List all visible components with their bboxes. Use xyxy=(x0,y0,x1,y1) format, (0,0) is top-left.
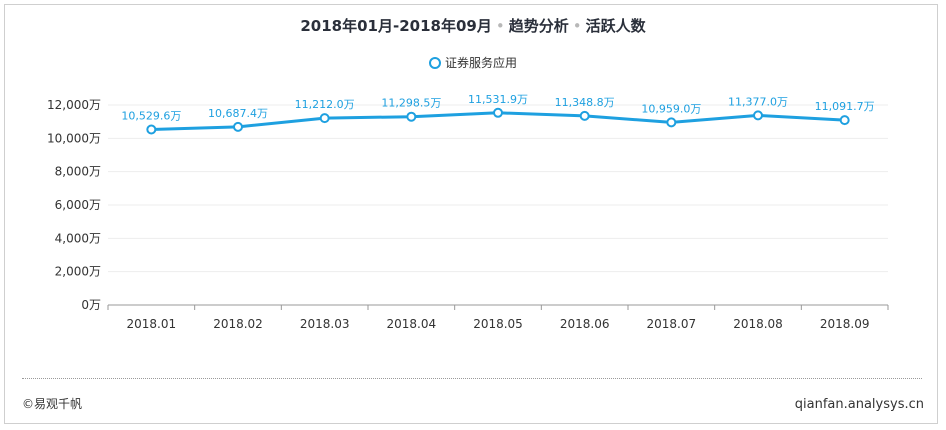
x-tick-label: 2018.07 xyxy=(647,317,697,331)
y-tick-label: 10,000万 xyxy=(47,131,101,145)
legend[interactable]: 证券服务应用 xyxy=(0,54,946,71)
title-separator-2: • xyxy=(572,17,582,35)
data-point xyxy=(666,117,677,128)
footer-separator xyxy=(22,378,922,379)
data-point xyxy=(839,115,850,126)
data-label: 10,687.4万 xyxy=(208,107,268,120)
y-tick-label: 2,000万 xyxy=(55,265,101,279)
y-tick-label: 0万 xyxy=(81,298,101,312)
x-tick-label: 2018.02 xyxy=(213,317,263,331)
title-metric: 活跃人数 xyxy=(585,17,646,35)
data-point xyxy=(319,113,330,124)
y-tick-label: 12,000万 xyxy=(47,98,101,112)
data-point xyxy=(146,124,157,135)
x-tick-label: 2018.08 xyxy=(733,317,783,331)
data-label: 11,212.0万 xyxy=(295,98,355,111)
x-tick-label: 2018.01 xyxy=(127,317,177,331)
y-tick-label: 4,000万 xyxy=(55,231,101,245)
x-tick-label: 2018.06 xyxy=(560,317,610,331)
y-tick-label: 6,000万 xyxy=(55,198,101,212)
x-tick-label: 2018.09 xyxy=(820,317,870,331)
x-tick-label: 2018.05 xyxy=(473,317,523,331)
legend-label: 证券服务应用 xyxy=(444,56,517,70)
data-label: 11,531.9万 xyxy=(468,93,528,106)
x-tick-label: 2018.04 xyxy=(387,317,437,331)
data-point xyxy=(493,107,503,118)
data-point xyxy=(579,110,590,121)
data-label: 10,529.6万 xyxy=(121,110,181,123)
data-label: 11,377.0万 xyxy=(728,95,788,108)
chart-frame xyxy=(4,4,938,424)
footer-site: qianfan.analysys.cn xyxy=(794,397,924,412)
title-period: 2018年01月-2018年09月 xyxy=(300,17,492,35)
data-label: 11,091.7万 xyxy=(815,100,875,113)
legend-marker-icon xyxy=(428,57,441,69)
title-section: 趋势分析 xyxy=(508,17,569,35)
data-point xyxy=(233,121,243,132)
title-separator-1: • xyxy=(495,17,505,35)
data-label: 11,298.5万 xyxy=(381,97,441,110)
y-tick-label: 8,000万 xyxy=(55,165,101,179)
data-point xyxy=(753,110,763,121)
data-point xyxy=(406,111,417,122)
data-label: 10,959.0万 xyxy=(641,102,701,115)
data-label: 11,348.8万 xyxy=(555,96,615,109)
footer-copyright: ©易观千帆 xyxy=(22,397,83,411)
x-tick-label: 2018.03 xyxy=(300,317,350,331)
chart-title: 2018年01月-2018年09月 • 趋势分析 • 活跃人数 xyxy=(0,15,946,36)
